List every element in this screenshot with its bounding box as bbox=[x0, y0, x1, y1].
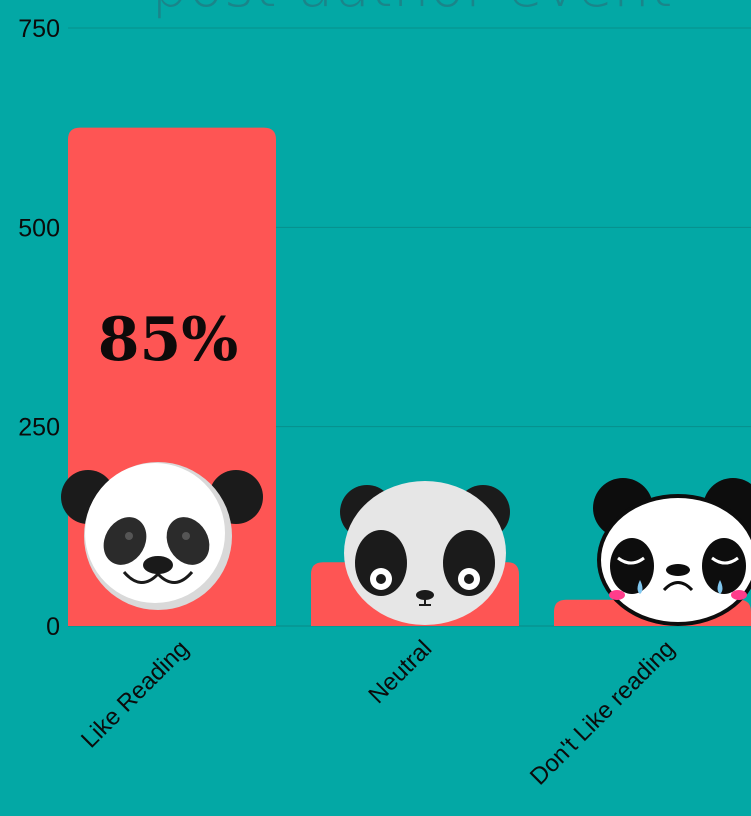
y-tick-label: 250 bbox=[18, 414, 60, 442]
panda-smiling-icon bbox=[61, 462, 263, 610]
y-tick-label: 750 bbox=[18, 15, 60, 43]
data-label: 85% bbox=[98, 305, 239, 375]
y-tick-label: 0 bbox=[46, 613, 60, 641]
panda-neutral-icon bbox=[340, 481, 510, 625]
x-tick-label: Like Reading bbox=[76, 635, 194, 753]
panda-crying-icon bbox=[593, 478, 751, 626]
panda-icons bbox=[61, 462, 751, 626]
y-tick-label: 500 bbox=[18, 214, 60, 242]
x-tick-label: Don't Like reading bbox=[525, 635, 680, 790]
x-tick-label: Neutral bbox=[363, 635, 437, 709]
chart-title: post-author event bbox=[152, 0, 673, 20]
